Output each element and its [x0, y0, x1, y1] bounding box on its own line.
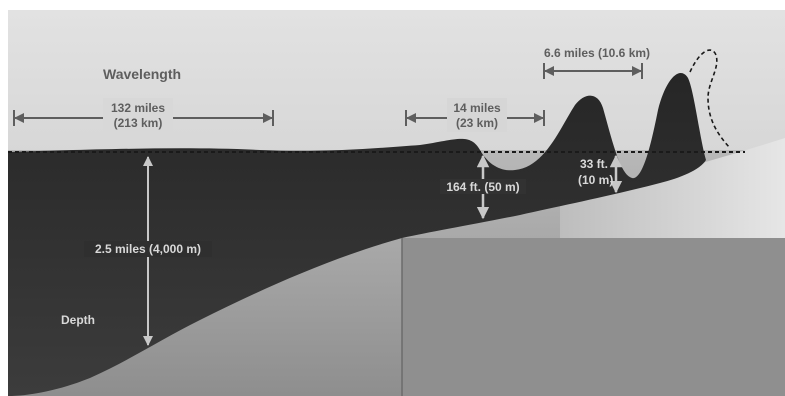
span-6-6-label: 6.6 miles (10.6 km): [544, 46, 650, 60]
depth-4000-label: 2.5 miles (4,000 m): [95, 242, 201, 256]
span-213-km-label: (213 km): [114, 116, 163, 130]
depth-word-label: Depth: [61, 313, 95, 327]
span-132-label-bg: [103, 98, 173, 132]
span-14-miles-label: 14 miles: [453, 101, 501, 115]
ocean-water: [8, 73, 706, 396]
height-164-label: 164 ft. (50 m): [446, 180, 519, 194]
span-23-km-label: (23 km): [456, 116, 498, 130]
span-132-miles-label: 132 miles: [111, 101, 165, 115]
breaking-wave-outline: [689, 49, 731, 149]
span-14-label-bg: [447, 98, 507, 132]
height-33-label: 33 ft.: [580, 157, 608, 171]
height-10m-label: (10 m): [578, 173, 613, 187]
wavelength-label: Wavelength: [103, 66, 181, 82]
height-164-label-bg: [440, 179, 526, 194]
continental-shelf: [402, 238, 785, 396]
depth-label-bg: [84, 241, 212, 257]
